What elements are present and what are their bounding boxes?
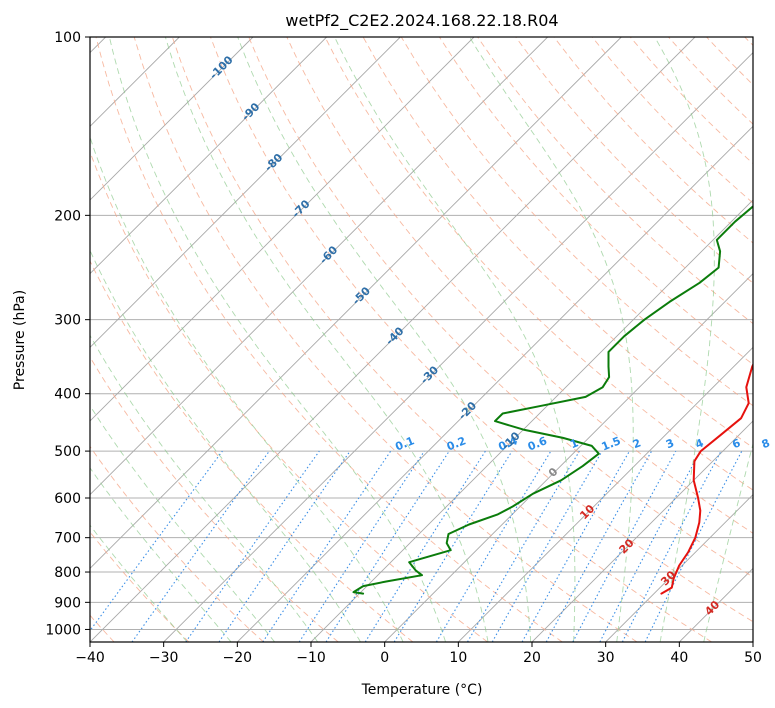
mixing-ratio-line	[393, 450, 513, 642]
moist-adiabat-line	[90, 524, 188, 642]
dry-adiabat-line	[515, 37, 753, 284]
x-tick-label: −40	[75, 650, 105, 666]
y-tick-label: 100	[54, 30, 81, 46]
x-tick-label: 10	[449, 650, 467, 666]
dry-adiabat-line	[90, 356, 339, 642]
mixing-ratio-line	[90, 450, 223, 632]
profile-series	[352, 205, 753, 595]
mixing-ratio-line	[218, 450, 351, 642]
moist-adiabat-line	[237, 37, 532, 642]
x-tick-label: −30	[149, 650, 179, 666]
y-tick-label: 900	[54, 595, 81, 611]
mixing-ratio-line	[521, 450, 630, 642]
mixing-ratio-line	[185, 450, 320, 642]
y-tick-label: 1000	[45, 622, 81, 638]
isotherm-line	[531, 420, 753, 642]
mixing-ratio-line	[545, 450, 653, 642]
y-tick-label: 600	[54, 491, 81, 507]
mixing-ratio-label: 1	[568, 436, 580, 451]
isotherm-line	[90, 37, 401, 348]
x-tick-label: −20	[223, 650, 253, 666]
isotherm-line	[90, 37, 622, 569]
y-tick-label: 300	[54, 313, 81, 329]
isotherm-line	[90, 37, 254, 201]
dry-adiabat-line	[171, 37, 712, 642]
y-tick-label: 500	[54, 444, 81, 460]
chart-title: wetPf2_C2E2.2024.168.22.18.R04	[285, 11, 558, 31]
moist-adiabat-line	[654, 37, 715, 642]
x-axis-label: Temperature (°C)	[361, 682, 483, 698]
moist-adiabat-line	[108, 37, 446, 642]
x-tick-label: 20	[523, 650, 541, 666]
mixing-ratio-line	[131, 450, 270, 642]
axes: −40 −30 −20 −10 0 10 20 30 40 50 100 200 300 400 500 60…	[45, 30, 762, 666]
dry-adiabat-line	[95, 37, 563, 642]
x-tick-label: 40	[670, 650, 688, 666]
mixing-ratio-line	[262, 450, 392, 642]
dewpoint-profile-line	[352, 205, 753, 595]
mixing-ratio-line	[644, 450, 743, 642]
moist-adiabat-line	[90, 404, 275, 642]
mixing-ratio-line	[572, 450, 677, 642]
x-tick-label: 50	[744, 650, 762, 666]
isotherm-line	[90, 37, 327, 275]
dry-adiabat-line	[286, 37, 753, 534]
isotherm-line	[458, 346, 753, 642]
moist-adiabat-line	[703, 441, 753, 642]
plot-frame	[89, 36, 754, 643]
isotherm-line	[237, 125, 753, 642]
temperature-profile-line	[660, 362, 753, 595]
y-axis-label: Pressure (hPa)	[12, 290, 28, 390]
mixing-ratio-label: 8	[760, 436, 772, 451]
moist-adiabat-line	[90, 249, 361, 642]
moist-adiabat-line	[90, 334, 319, 642]
x-tick-label: 30	[597, 650, 615, 666]
y-tick-label: 800	[54, 565, 81, 581]
dry-adiabat-line	[90, 259, 414, 642]
isotherm-line	[163, 52, 753, 642]
y-tick-label: 400	[54, 387, 81, 403]
y-tick-label: 200	[54, 208, 81, 224]
x-tick-label: −10	[296, 650, 326, 666]
moist-adiabat-line	[164, 37, 489, 642]
y-tick-label: 700	[54, 531, 81, 547]
moist-adiabat-line	[334, 37, 576, 642]
isotherm-line	[90, 37, 548, 496]
x-tick-label: 0	[380, 650, 389, 666]
dry-adiabat-line	[210, 37, 753, 623]
plot-background	[90, 37, 753, 642]
mixing-ratio-line	[325, 450, 450, 642]
mixing-ratio-line	[298, 450, 425, 642]
moist-adiabat-line	[90, 467, 232, 642]
mixing-ratio-label: 3	[664, 436, 676, 451]
isotherm-line	[384, 273, 753, 642]
isotherm-line	[90, 37, 475, 422]
dry-adiabat-line	[248, 37, 753, 578]
moist-adiabat-line	[90, 135, 404, 642]
mixing-ratio-lines	[90, 450, 743, 642]
mixing-ratio-label: 2	[631, 436, 643, 451]
dry-adiabat-line	[324, 37, 753, 491]
isotherm-line	[605, 494, 753, 642]
dry-adiabat-line	[90, 445, 264, 642]
